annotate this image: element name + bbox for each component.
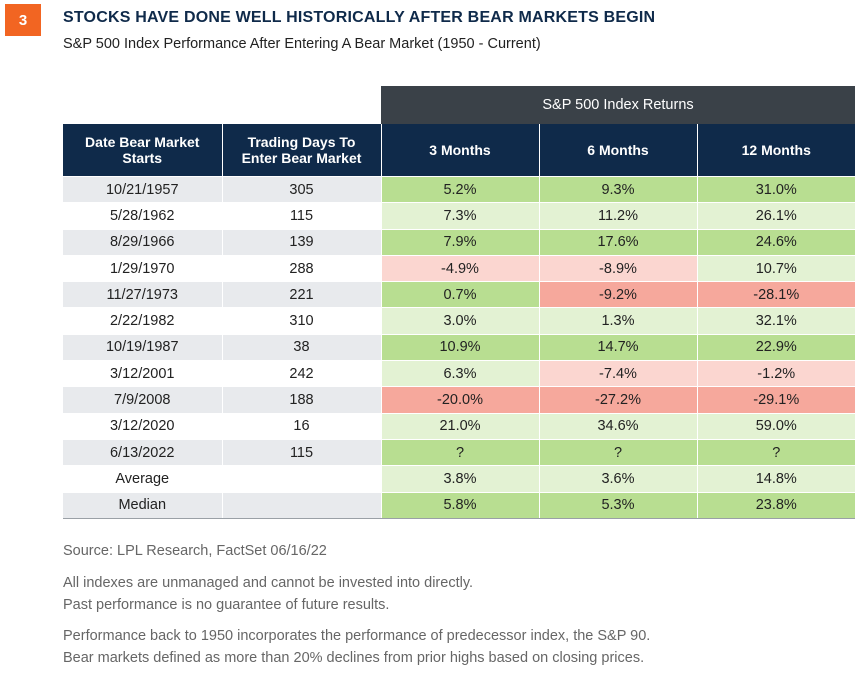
- table-row: Median 5.8% 5.3% 23.8%: [63, 491, 855, 519]
- cell-6-month-return: -9.2%: [538, 281, 697, 308]
- col-header-12-months: 12 Months: [696, 124, 855, 177]
- cell-6-month-return: ?: [538, 438, 697, 466]
- cell-date: 11/27/1973: [63, 281, 222, 308]
- cell-date: 3/12/2001: [63, 360, 222, 387]
- cell-12-month-return: 22.9%: [696, 333, 855, 361]
- cell-12-month-return: 24.6%: [696, 228, 855, 256]
- cell-trading-days: [221, 465, 381, 493]
- table-row: 8/29/1966 139 7.9% 17.6% 24.6%: [63, 228, 855, 256]
- cell-date: 10/19/1987: [63, 333, 222, 361]
- cell-6-month-return: -27.2%: [538, 386, 697, 414]
- cell-6-month-return: 9.3%: [538, 175, 697, 203]
- cell-12-month-return: -28.1%: [696, 281, 855, 308]
- chart-subtitle: S&P 500 Index Performance After Entering…: [63, 36, 541, 52]
- col-header-6-months: 6 Months: [538, 124, 697, 177]
- cell-3-month-return: 21.0%: [380, 412, 539, 440]
- table-row: 11/27/1973 221 0.7% -9.2% -28.1%: [63, 281, 855, 308]
- cell-date: 1/29/1970: [63, 254, 222, 282]
- col-header-3-months: 3 Months: [380, 124, 539, 177]
- disclaimer-line-2: Past performance is no guarantee of futu…: [63, 597, 390, 613]
- table-row: 10/21/1957 305 5.2% 9.3% 31.0%: [63, 175, 855, 203]
- cell-3-month-return: 3.0%: [380, 307, 539, 335]
- col-header-date: Date Bear Market Starts: [63, 124, 222, 177]
- methodology-note-1: Performance back to 1950 incorporates th…: [63, 628, 651, 644]
- cell-date: Median: [63, 491, 222, 519]
- returns-group-header: S&P 500 Index Returns: [381, 86, 855, 124]
- cell-3-month-return: 3.8%: [380, 465, 539, 493]
- table-row: Average 3.8% 3.6% 14.8%: [63, 465, 855, 493]
- source-note: Source: LPL Research, FactSet 06/16/22: [63, 543, 327, 559]
- cell-12-month-return: -1.2%: [696, 360, 855, 387]
- cell-trading-days: 288: [221, 254, 381, 282]
- cell-trading-days: 305: [221, 175, 381, 203]
- cell-12-month-return: ?: [696, 438, 855, 466]
- table-row: 1/29/1970 288 -4.9% -8.9% 10.7%: [63, 254, 855, 282]
- table-header-row: Date Bear Market Starts Trading Days To …: [63, 124, 855, 177]
- cell-trading-days: 16: [221, 412, 381, 440]
- cell-6-month-return: 11.2%: [538, 202, 697, 230]
- cell-trading-days: 310: [221, 307, 381, 335]
- table-row: 5/28/1962 115 7.3% 11.2% 26.1%: [63, 202, 855, 230]
- methodology-note-2: Bear markets defined as more than 20% de…: [63, 650, 645, 666]
- cell-3-month-return: 7.3%: [380, 202, 539, 230]
- cell-trading-days: 221: [221, 281, 381, 308]
- cell-trading-days: [221, 491, 381, 519]
- cell-3-month-return: ?: [380, 438, 539, 466]
- cell-trading-days: 115: [221, 202, 381, 230]
- cell-12-month-return: 59.0%: [696, 412, 855, 440]
- cell-trading-days: 115: [221, 438, 381, 466]
- cell-12-month-return: 23.8%: [696, 491, 855, 519]
- cell-6-month-return: -8.9%: [538, 254, 697, 282]
- cell-3-month-return: 6.3%: [380, 360, 539, 387]
- chart-title: STOCKS HAVE DONE WELL HISTORICALLY AFTER…: [63, 9, 656, 26]
- cell-trading-days: 38: [221, 333, 381, 361]
- cell-3-month-return: -20.0%: [380, 386, 539, 414]
- cell-6-month-return: 5.3%: [538, 491, 697, 519]
- cell-3-month-return: -4.9%: [380, 254, 539, 282]
- cell-12-month-return: 14.8%: [696, 465, 855, 493]
- table-row: 2/22/1982 310 3.0% 1.3% 32.1%: [63, 307, 855, 335]
- cell-trading-days: 139: [221, 228, 381, 256]
- cell-trading-days: 188: [221, 386, 381, 414]
- cell-3-month-return: 7.9%: [380, 228, 539, 256]
- cell-3-month-return: 5.8%: [380, 491, 539, 519]
- cell-6-month-return: -7.4%: [538, 360, 697, 387]
- cell-date: Average: [63, 465, 222, 493]
- table-row: 3/12/2001 242 6.3% -7.4% -1.2%: [63, 360, 855, 387]
- cell-6-month-return: 34.6%: [538, 412, 697, 440]
- cell-12-month-return: 26.1%: [696, 202, 855, 230]
- table-row: 10/19/1987 38 10.9% 14.7% 22.9%: [63, 333, 855, 361]
- cell-date: 8/29/1966: [63, 228, 222, 256]
- figure-number-badge: 3: [5, 4, 41, 36]
- cell-date: 2/22/1982: [63, 307, 222, 335]
- cell-date: 10/21/1957: [63, 175, 222, 203]
- cell-3-month-return: 5.2%: [380, 175, 539, 203]
- cell-12-month-return: -29.1%: [696, 386, 855, 414]
- cell-6-month-return: 3.6%: [538, 465, 697, 493]
- cell-date: 3/12/2020: [63, 412, 222, 440]
- cell-6-month-return: 1.3%: [538, 307, 697, 335]
- cell-date: 6/13/2022: [63, 438, 222, 466]
- col-header-trading-days: Trading Days To Enter Bear Market: [221, 124, 381, 177]
- cell-3-month-return: 10.9%: [380, 333, 539, 361]
- table-row: 3/12/2020 16 21.0% 34.6% 59.0%: [63, 412, 855, 440]
- cell-12-month-return: 10.7%: [696, 254, 855, 282]
- cell-trading-days: 242: [221, 360, 381, 387]
- bear-market-table: Date Bear Market Starts Trading Days To …: [63, 124, 855, 519]
- cell-6-month-return: 14.7%: [538, 333, 697, 361]
- cell-6-month-return: 17.6%: [538, 228, 697, 256]
- cell-12-month-return: 31.0%: [696, 175, 855, 203]
- cell-12-month-return: 32.1%: [696, 307, 855, 335]
- table-row: 6/13/2022 115???: [63, 438, 855, 466]
- table-row: 7/9/2008 188 -20.0% -27.2% -29.1%: [63, 386, 855, 414]
- cell-3-month-return: 0.7%: [380, 281, 539, 308]
- cell-date: 7/9/2008: [63, 386, 222, 414]
- disclaimer-line-1: All indexes are unmanaged and cannot be …: [63, 575, 474, 591]
- cell-date: 5/28/1962: [63, 202, 222, 230]
